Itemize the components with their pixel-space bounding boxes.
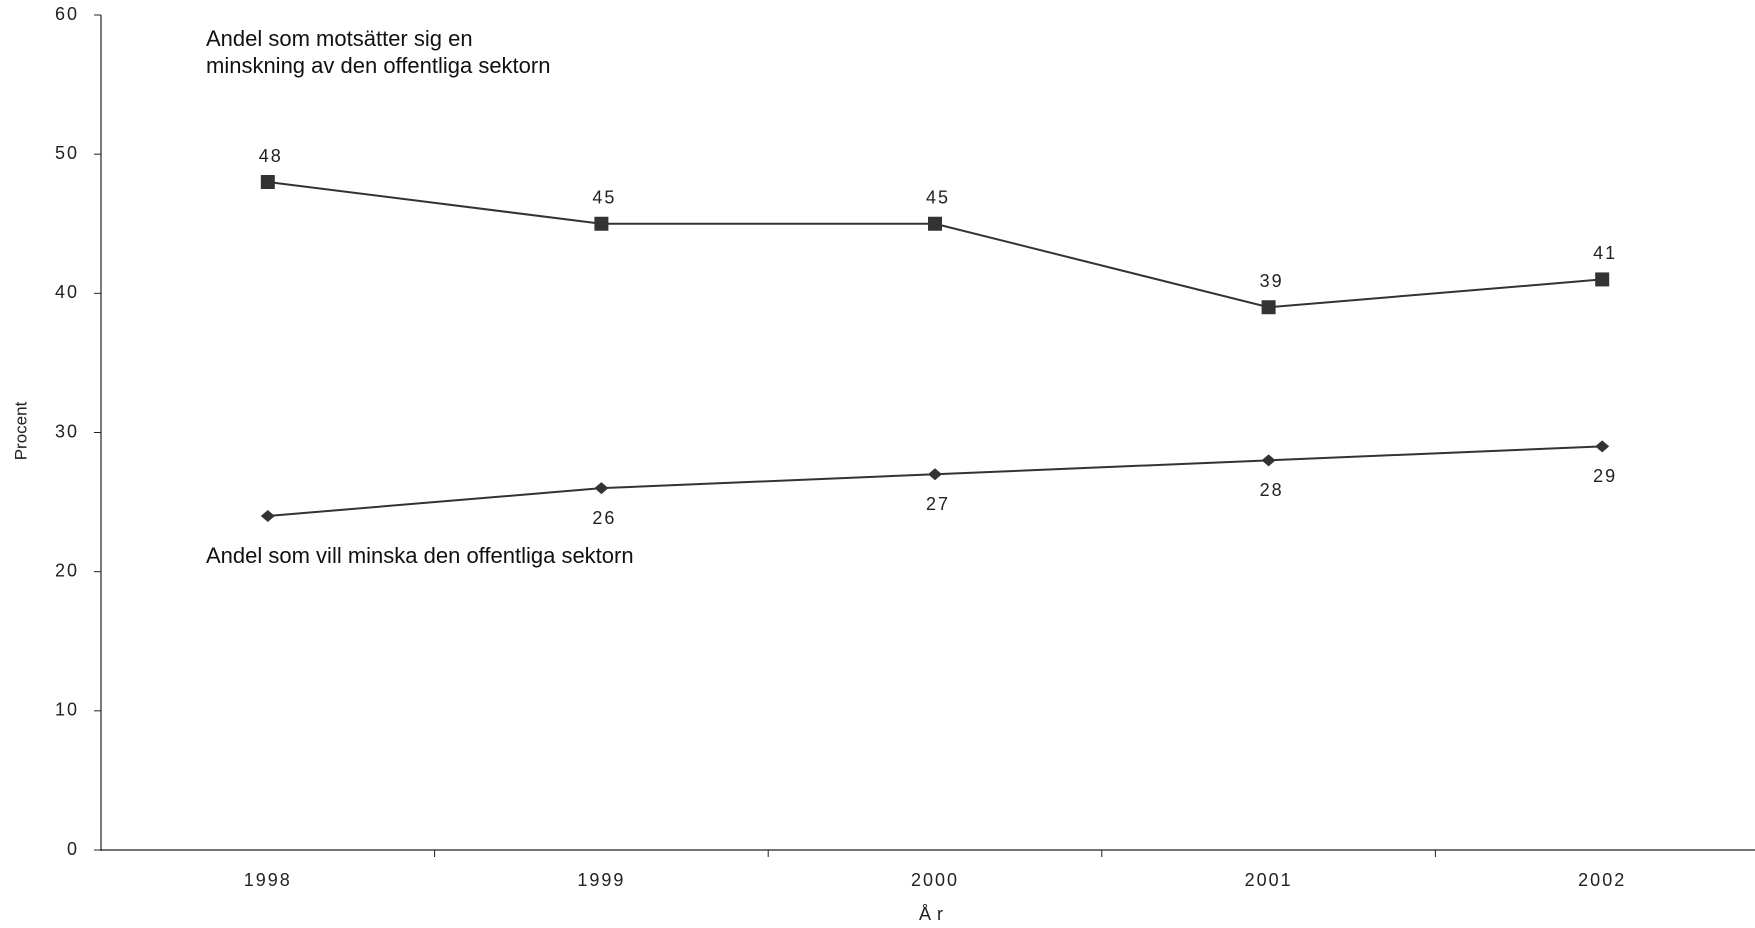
- data-label: 45: [592, 188, 616, 208]
- x-tick-label: 2000: [911, 870, 959, 890]
- marker: [928, 216, 942, 231]
- data-label: 27: [926, 494, 950, 514]
- x-tick-label: 1998: [244, 870, 292, 890]
- y-tick-label: 60: [55, 4, 79, 24]
- y-tick-label: 10: [55, 700, 79, 720]
- marker: [260, 175, 275, 189]
- x-tick-label: 2001: [1245, 870, 1293, 890]
- marker: [594, 482, 609, 495]
- marker: [1595, 272, 1610, 287]
- marker: [1261, 454, 1276, 467]
- data-label: 48: [259, 146, 283, 166]
- data-label: 26: [592, 508, 616, 528]
- x-tick-label: 1999: [577, 870, 625, 890]
- data-label: 29: [1593, 466, 1617, 486]
- y-tick-label: 20: [55, 560, 79, 580]
- y-tick-label: 30: [55, 421, 79, 441]
- series-annotation: Andel som motsätter sig en minskning av …: [206, 26, 551, 78]
- y-tick-label: 50: [55, 143, 79, 163]
- marker: [928, 468, 942, 481]
- series-annotation: Andel som vill minska den offentliga sek…: [206, 543, 634, 568]
- x-tick-label: 2002: [1578, 870, 1626, 890]
- data-label: 45: [926, 188, 950, 208]
- marker: [1261, 300, 1276, 315]
- data-label: 28: [1260, 480, 1284, 500]
- marker: [1595, 440, 1610, 453]
- data-label: 41: [1593, 243, 1617, 263]
- y-tick-label: 0: [67, 839, 79, 859]
- x-axis-label: År: [919, 904, 949, 924]
- y-axis-label: Procent: [11, 401, 30, 460]
- data-label: 39: [1260, 271, 1284, 291]
- marker: [260, 510, 275, 522]
- y-tick-label: 40: [55, 282, 79, 302]
- marker: [594, 216, 609, 231]
